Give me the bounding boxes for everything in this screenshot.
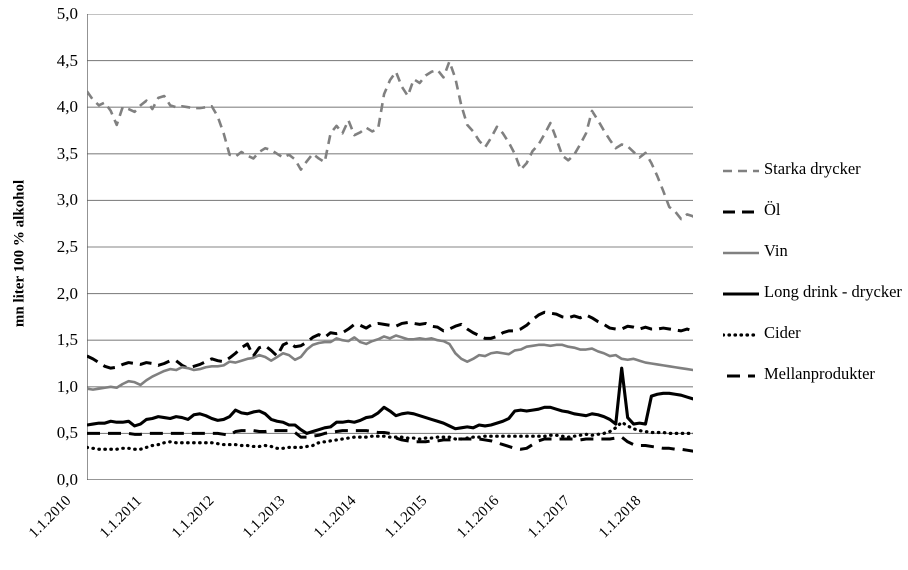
legend-item: Long drink - drycker — [723, 283, 908, 303]
y-tick-label: 3,5 — [56, 143, 78, 163]
y-tick-label: 4,0 — [56, 97, 78, 117]
solid-gray-line-icon — [723, 244, 759, 262]
y-tick-label: 0,0 — [56, 470, 78, 489]
y-axis-tick-labels: 0,0 0,5 1,0 1,5 2,0 2,5 3,0 3,5 4,0 4,5 5,0 — [30, 0, 78, 570]
plot-svg — [87, 14, 693, 480]
x-tick-label: 1.1.2014 — [311, 492, 360, 542]
x-tick-label: 1.1.2016 — [453, 492, 503, 542]
legend-label: Long drink - drycker — [764, 282, 902, 301]
dashed-gray-line-icon — [723, 162, 759, 180]
legend-label: Starka drycker — [764, 159, 861, 178]
series-line-5 — [87, 429, 693, 453]
series-line-0 — [87, 60, 693, 221]
x-tick-label: 1.1.2017 — [525, 492, 574, 542]
x-tick-label: 1.1.2011 — [97, 493, 146, 542]
y-tick-label: 1,5 — [56, 330, 78, 350]
x-tick-label: 1.1.2013 — [239, 492, 289, 542]
series-line-4 — [87, 420, 693, 451]
x-tick-label: 1.1.2010 — [26, 492, 75, 542]
legend-item: Cider — [721, 323, 908, 344]
legend-label: Vin — [764, 241, 788, 260]
legend-label: Öl — [764, 200, 781, 219]
y-tick-label: 1,0 — [56, 376, 78, 396]
y-tick-label: 2,5 — [56, 237, 78, 256]
legend-label: Cider — [764, 323, 801, 342]
legend-label: Mellanprodukter — [764, 364, 875, 383]
legend-item: Vin — [723, 242, 908, 262]
series-line-3 — [87, 366, 693, 435]
x-tick-label: 1.1.2015 — [382, 492, 431, 542]
plot-area — [87, 14, 693, 480]
legend-item: Öl — [723, 201, 908, 221]
solid-black-short-line-icon — [723, 367, 759, 385]
legend-item: Starka drycker — [723, 160, 908, 180]
solid-black-line-icon — [723, 285, 759, 303]
legend: Starka drycker Öl Vin Long drink - drycker C… — [721, 160, 908, 406]
legend-item: Mellanprodukter — [723, 365, 908, 385]
series-line-2 — [87, 334, 693, 391]
y-tick-label: 4,5 — [56, 50, 78, 70]
x-tick-label: 1.1.2018 — [596, 492, 645, 542]
y-tick-label: 5,0 — [56, 4, 78, 23]
y-tick-label: 2,0 — [56, 283, 78, 303]
dashed-black-line-icon — [723, 203, 759, 221]
y-tick-label: 3,0 — [56, 190, 78, 210]
x-tick-label: 1.1.2012 — [168, 492, 218, 542]
dotted-black-line-icon — [721, 326, 761, 344]
y-tick-label: 0,5 — [56, 423, 78, 443]
